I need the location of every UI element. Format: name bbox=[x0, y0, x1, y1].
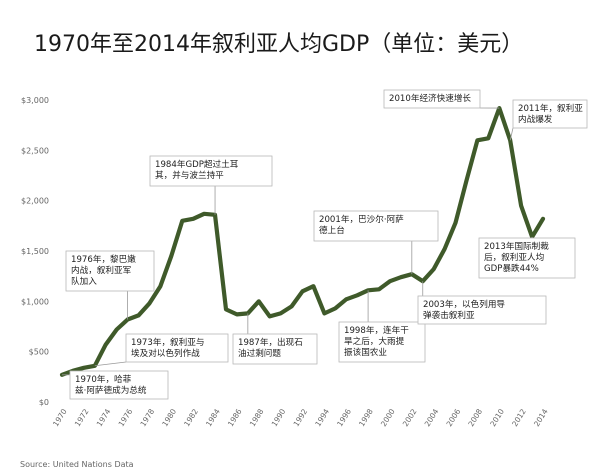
annotation-text: 其，并与波兰持平 bbox=[155, 169, 224, 181]
annotation-box bbox=[65, 250, 155, 292]
annotation-text: 内战，叙利亚军 bbox=[71, 264, 131, 276]
annotation-text: 2001年，巴沙尔·阿萨 bbox=[319, 213, 404, 225]
source-note: Source: United Nations Data bbox=[20, 460, 134, 469]
x-tick-label: 1984 bbox=[204, 407, 222, 428]
annotation-text: 后，叙利亚人均 bbox=[484, 251, 544, 263]
x-tick-label: 2008 bbox=[466, 407, 484, 428]
x-tick-label: 2010 bbox=[488, 407, 506, 428]
y-tick-label: $1,000 bbox=[21, 297, 49, 306]
annotation-box bbox=[417, 295, 547, 325]
x-tick-label: 1978 bbox=[138, 407, 156, 428]
x-tick-label: 1976 bbox=[117, 407, 135, 428]
annotation-box bbox=[69, 370, 169, 400]
annotation-box bbox=[512, 99, 588, 129]
x-tick-label: 2006 bbox=[445, 407, 463, 428]
annotation-box bbox=[125, 333, 229, 363]
annotation-box bbox=[338, 321, 426, 363]
annotation-text: GDP暴跌44% bbox=[484, 263, 539, 274]
annotation-text: 2011年，叙利亚 bbox=[518, 102, 583, 114]
annotation-text: 1976年，黎巴嫩 bbox=[71, 253, 136, 265]
y-tick-label: $1,500 bbox=[21, 247, 49, 256]
y-tick-label: $3,000 bbox=[21, 96, 49, 105]
x-tick-label: 1972 bbox=[73, 407, 91, 428]
x-tick-label: 1992 bbox=[292, 407, 310, 428]
annotation-text: 德上台 bbox=[319, 224, 345, 236]
annotation-box bbox=[149, 155, 273, 187]
x-tick-label: 1970 bbox=[51, 407, 69, 428]
y-tick-label: $2,000 bbox=[21, 197, 49, 206]
annotation-text: 1970年，哈菲 bbox=[75, 373, 132, 385]
x-tick-label: 2004 bbox=[423, 407, 441, 428]
annotation-text: 2013年国际制裁 bbox=[484, 240, 549, 252]
annotation-box bbox=[383, 89, 481, 109]
x-tick-label: 1998 bbox=[357, 407, 375, 428]
y-tick-label: $0 bbox=[39, 398, 49, 407]
x-tick-label: 1996 bbox=[335, 407, 353, 428]
annotation-text: 油过剩问题 bbox=[238, 347, 281, 359]
annotation-text: 弹袭击叙利亚 bbox=[423, 309, 475, 321]
annotation-leader bbox=[509, 127, 514, 141]
x-tick-label: 1988 bbox=[248, 407, 266, 428]
annotation-box bbox=[313, 210, 439, 242]
x-tick-label: 2002 bbox=[401, 407, 419, 428]
annotation-text: 1987年，出现石 bbox=[238, 336, 303, 348]
annotation-text: 2010年经济快速增长 bbox=[389, 92, 471, 104]
annotation-box bbox=[478, 237, 576, 279]
x-tick-label: 2000 bbox=[379, 407, 397, 428]
annotation-box bbox=[232, 333, 318, 365]
annotation-a1970: 1970年，哈菲兹·阿萨德成为总统 bbox=[62, 370, 169, 400]
y-tick-label: $2,500 bbox=[21, 146, 49, 155]
chart-title: 1970年至2014年叙利亚人均GDP（单位：美元） bbox=[34, 32, 524, 57]
annotation-text: 1973年，叙利亚与 bbox=[131, 336, 204, 348]
x-tick-label: 2014 bbox=[532, 407, 550, 428]
annotation-a2010: 2010年经济快速增长 bbox=[383, 89, 500, 109]
series-line bbox=[59, 105, 546, 377]
annotation-text: 埃及对以色列作战 bbox=[131, 347, 200, 359]
annotation-text: 振该国农业 bbox=[344, 346, 387, 358]
annotation-text: 1984年GDP超过土耳 bbox=[155, 158, 239, 170]
annotation-leader bbox=[94, 361, 127, 367]
x-tick-label: 2012 bbox=[510, 407, 528, 428]
annotation-text: 队加入 bbox=[71, 275, 97, 287]
x-tick-label: 1990 bbox=[270, 407, 288, 428]
annotation-text: 旱之后，大雨提 bbox=[344, 335, 405, 347]
x-tick-label: 1994 bbox=[313, 407, 331, 428]
x-tick-label: 1974 bbox=[95, 407, 113, 428]
annotation-text: 内战爆发 bbox=[518, 113, 553, 125]
annotation-text: 2003年，以色列用导 bbox=[423, 298, 505, 310]
y-tick-label: $500 bbox=[29, 348, 49, 357]
annotation-text: 兹·阿萨德成为总统 bbox=[75, 384, 147, 396]
x-tick-label: 1980 bbox=[160, 407, 178, 428]
x-tick-label: 1982 bbox=[182, 407, 200, 428]
annotation-text: 1998年，连年干 bbox=[344, 324, 409, 336]
x-tick-label: 1986 bbox=[226, 407, 244, 428]
